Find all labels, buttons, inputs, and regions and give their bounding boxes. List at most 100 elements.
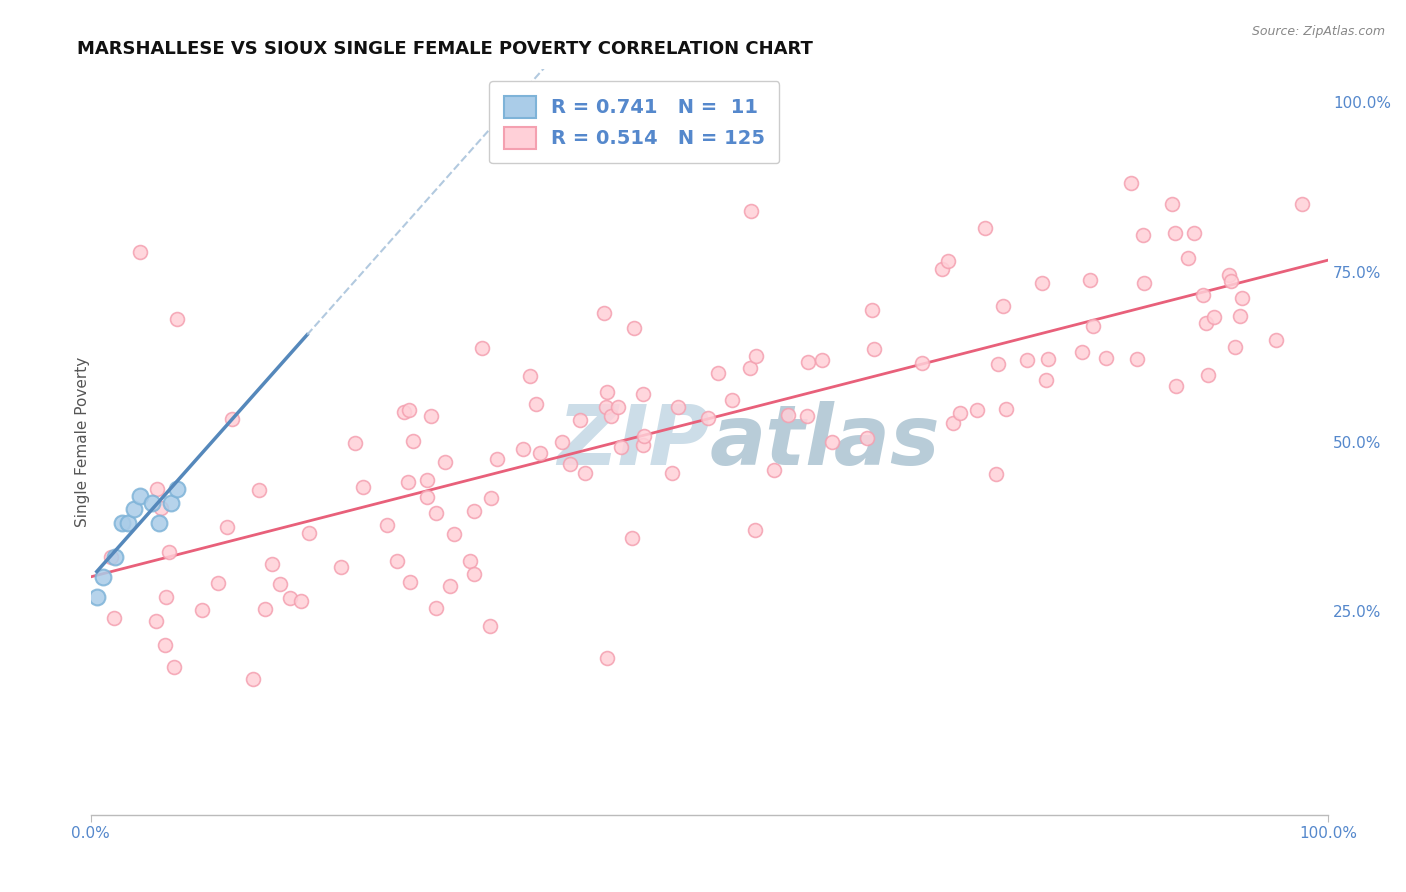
Point: [425, 600, 447, 615]
Point: [966, 403, 988, 417]
Point: [519, 368, 541, 383]
Point: [596, 384, 619, 399]
Point: [1223, 340, 1246, 354]
Point: [269, 577, 291, 591]
Point: [298, 526, 321, 541]
Point: [329, 559, 352, 574]
Point: [595, 400, 617, 414]
Point: [166, 482, 188, 496]
Point: [290, 593, 312, 607]
Point: [1095, 351, 1118, 365]
Point: [117, 516, 139, 530]
Point: [415, 473, 437, 487]
Point: [973, 220, 995, 235]
Point: [860, 302, 883, 317]
Point: [610, 441, 633, 455]
Point: [221, 412, 243, 426]
Point: [402, 434, 425, 449]
Point: [433, 454, 456, 468]
Point: [458, 554, 481, 568]
Point: [420, 409, 443, 423]
Text: MARSHALLESE VS SIOUX SINGLE FEMALE POVERTY CORRELATION CHART: MARSHALLESE VS SIOUX SINGLE FEMALE POVER…: [77, 40, 813, 58]
Point: [1031, 276, 1053, 290]
Point: [157, 545, 180, 559]
Point: [153, 638, 176, 652]
Point: [745, 349, 768, 363]
Point: [1017, 353, 1039, 368]
Point: [1078, 273, 1101, 287]
Point: [600, 409, 623, 423]
Point: [253, 602, 276, 616]
Point: [392, 405, 415, 419]
Point: [942, 416, 965, 430]
Point: [738, 361, 761, 376]
Point: [778, 408, 800, 422]
Point: [512, 442, 534, 456]
Point: [1264, 334, 1286, 348]
Point: [666, 401, 689, 415]
Point: [443, 527, 465, 541]
Point: [1204, 310, 1226, 324]
Point: [352, 480, 374, 494]
Point: [529, 446, 551, 460]
Point: [463, 504, 485, 518]
Point: [486, 452, 509, 467]
Point: [949, 406, 972, 420]
Point: [1291, 197, 1313, 211]
Point: [207, 575, 229, 590]
Point: [91, 570, 114, 584]
Point: [343, 435, 366, 450]
Point: [439, 579, 461, 593]
Point: [191, 602, 214, 616]
Point: [524, 397, 547, 411]
Point: [596, 651, 619, 665]
Point: [145, 614, 167, 628]
Point: [103, 611, 125, 625]
Legend: R = 0.741   N =  11, R = 0.514   N = 125: R = 0.741 N = 11, R = 0.514 N = 125: [489, 81, 779, 163]
Point: [697, 410, 720, 425]
Point: [633, 428, 655, 442]
Point: [463, 566, 485, 581]
Point: [416, 490, 439, 504]
Point: [398, 403, 420, 417]
Point: [1164, 226, 1187, 240]
Point: [856, 431, 879, 445]
Point: [104, 549, 127, 564]
Point: [399, 574, 422, 589]
Point: [991, 299, 1014, 313]
Point: [1218, 268, 1240, 283]
Y-axis label: Single Female Poverty: Single Female Poverty: [75, 357, 90, 526]
Point: [1071, 345, 1094, 359]
Point: [122, 502, 145, 516]
Point: [863, 343, 886, 357]
Point: [1219, 274, 1241, 288]
Point: [100, 549, 122, 564]
Point: [720, 393, 742, 408]
Point: [574, 467, 596, 481]
Point: [148, 516, 170, 530]
Point: [810, 352, 832, 367]
Point: [1160, 197, 1182, 211]
Point: [558, 457, 581, 471]
Point: [631, 438, 654, 452]
Point: [740, 203, 762, 218]
Point: [141, 495, 163, 509]
Point: [1192, 287, 1215, 301]
Point: [146, 482, 169, 496]
Point: [375, 518, 398, 533]
Point: [1081, 319, 1104, 334]
Point: [1195, 316, 1218, 330]
Point: [661, 467, 683, 481]
Point: [155, 590, 177, 604]
Point: [110, 516, 132, 530]
Point: [623, 321, 645, 335]
Point: [620, 531, 643, 545]
Point: [396, 475, 419, 489]
Point: [796, 409, 818, 424]
Text: ZIP: ZIP: [557, 401, 710, 482]
Text: Source: ZipAtlas.com: Source: ZipAtlas.com: [1251, 25, 1385, 38]
Point: [1182, 227, 1205, 241]
Point: [215, 519, 238, 533]
Point: [1132, 276, 1154, 290]
Point: [149, 501, 172, 516]
